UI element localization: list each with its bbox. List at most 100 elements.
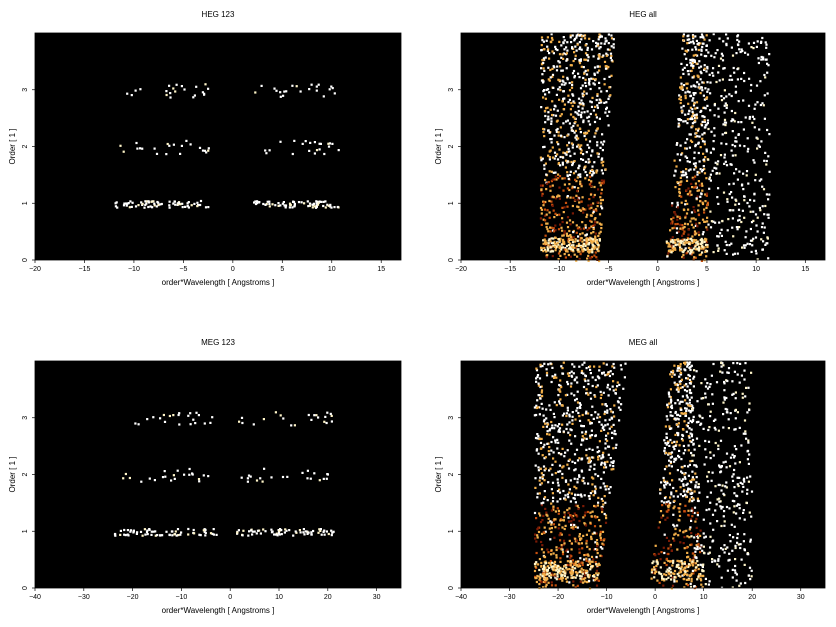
data-point [588, 365, 592, 368]
data-point [684, 94, 687, 97]
data-point [538, 413, 541, 416]
data-point [550, 33, 553, 36]
data-point [747, 182, 750, 185]
data-point [567, 511, 570, 514]
data-point [540, 561, 543, 564]
data-point [590, 565, 593, 568]
data-point [679, 541, 682, 544]
data-point [303, 533, 306, 536]
data-point [702, 518, 705, 521]
data-point [742, 99, 745, 102]
data-point [600, 429, 603, 432]
data-point [690, 519, 693, 522]
data-point [734, 544, 737, 547]
data-point [743, 477, 746, 480]
data-point [688, 463, 691, 466]
data-point [579, 403, 582, 406]
data-point [761, 185, 764, 188]
data-point [561, 163, 564, 166]
data-point [687, 465, 690, 468]
data-point [722, 191, 726, 194]
data-point [685, 390, 689, 393]
data-point [681, 433, 684, 437]
data-point [690, 433, 694, 436]
data-point [688, 564, 691, 567]
data-point [584, 171, 587, 174]
data-point [544, 530, 547, 533]
data-point [569, 34, 572, 37]
data-point [570, 129, 573, 132]
data-point [717, 160, 720, 163]
data-point [667, 500, 670, 503]
data-point [739, 546, 742, 550]
data-point [577, 507, 580, 511]
data-point [562, 189, 565, 192]
data-point [696, 545, 699, 548]
data-point [160, 202, 163, 206]
data-point [590, 184, 593, 187]
data-point [540, 532, 544, 535]
data-point [696, 195, 699, 198]
data-point [746, 242, 749, 245]
data-point [606, 460, 609, 463]
data-point [601, 157, 604, 160]
data-point [574, 45, 577, 48]
data-point [703, 54, 706, 58]
data-point [313, 205, 316, 208]
data-point [582, 211, 585, 214]
data-point [585, 569, 589, 573]
data-point [538, 406, 541, 409]
data-point [658, 521, 661, 524]
data-point [586, 213, 589, 216]
data-point [570, 573, 573, 576]
data-point [135, 141, 138, 145]
data-point [665, 415, 668, 418]
data-point [680, 408, 683, 411]
data-point [306, 469, 309, 472]
data-point [699, 146, 702, 149]
data-point [569, 255, 572, 258]
data-point [691, 407, 694, 410]
data-point [746, 476, 749, 479]
data-point [682, 495, 685, 498]
data-point [737, 133, 740, 136]
data-point [583, 242, 586, 245]
data-point [697, 575, 700, 578]
data-point [681, 428, 685, 431]
data-point [125, 204, 128, 207]
data-point [750, 569, 753, 572]
data-point [535, 540, 538, 543]
data-point [178, 423, 181, 426]
data-point [198, 480, 201, 483]
data-point [592, 196, 595, 199]
data-point [724, 485, 727, 488]
data-point [555, 554, 558, 557]
data-point [709, 109, 712, 112]
data-point [566, 380, 569, 384]
data-point [694, 256, 697, 259]
data-point [583, 361, 586, 364]
data-point [600, 141, 603, 144]
data-point [564, 451, 567, 454]
data-point [551, 204, 554, 207]
data-point [176, 469, 179, 472]
data-point [694, 472, 697, 475]
data-point [569, 560, 572, 563]
data-point [599, 554, 602, 557]
data-point [576, 481, 579, 484]
data-point [695, 131, 698, 135]
data-point [562, 465, 565, 468]
data-point [564, 577, 568, 580]
data-point [539, 576, 542, 580]
data-point [575, 138, 578, 141]
data-point [723, 398, 726, 401]
data-point [544, 56, 547, 59]
data-point [692, 258, 695, 261]
data-point [672, 247, 675, 250]
data-point [603, 428, 606, 431]
data-point [753, 107, 756, 110]
data-point [708, 426, 711, 429]
data-point [577, 113, 580, 116]
data-point [563, 48, 566, 51]
data-point [572, 514, 575, 518]
